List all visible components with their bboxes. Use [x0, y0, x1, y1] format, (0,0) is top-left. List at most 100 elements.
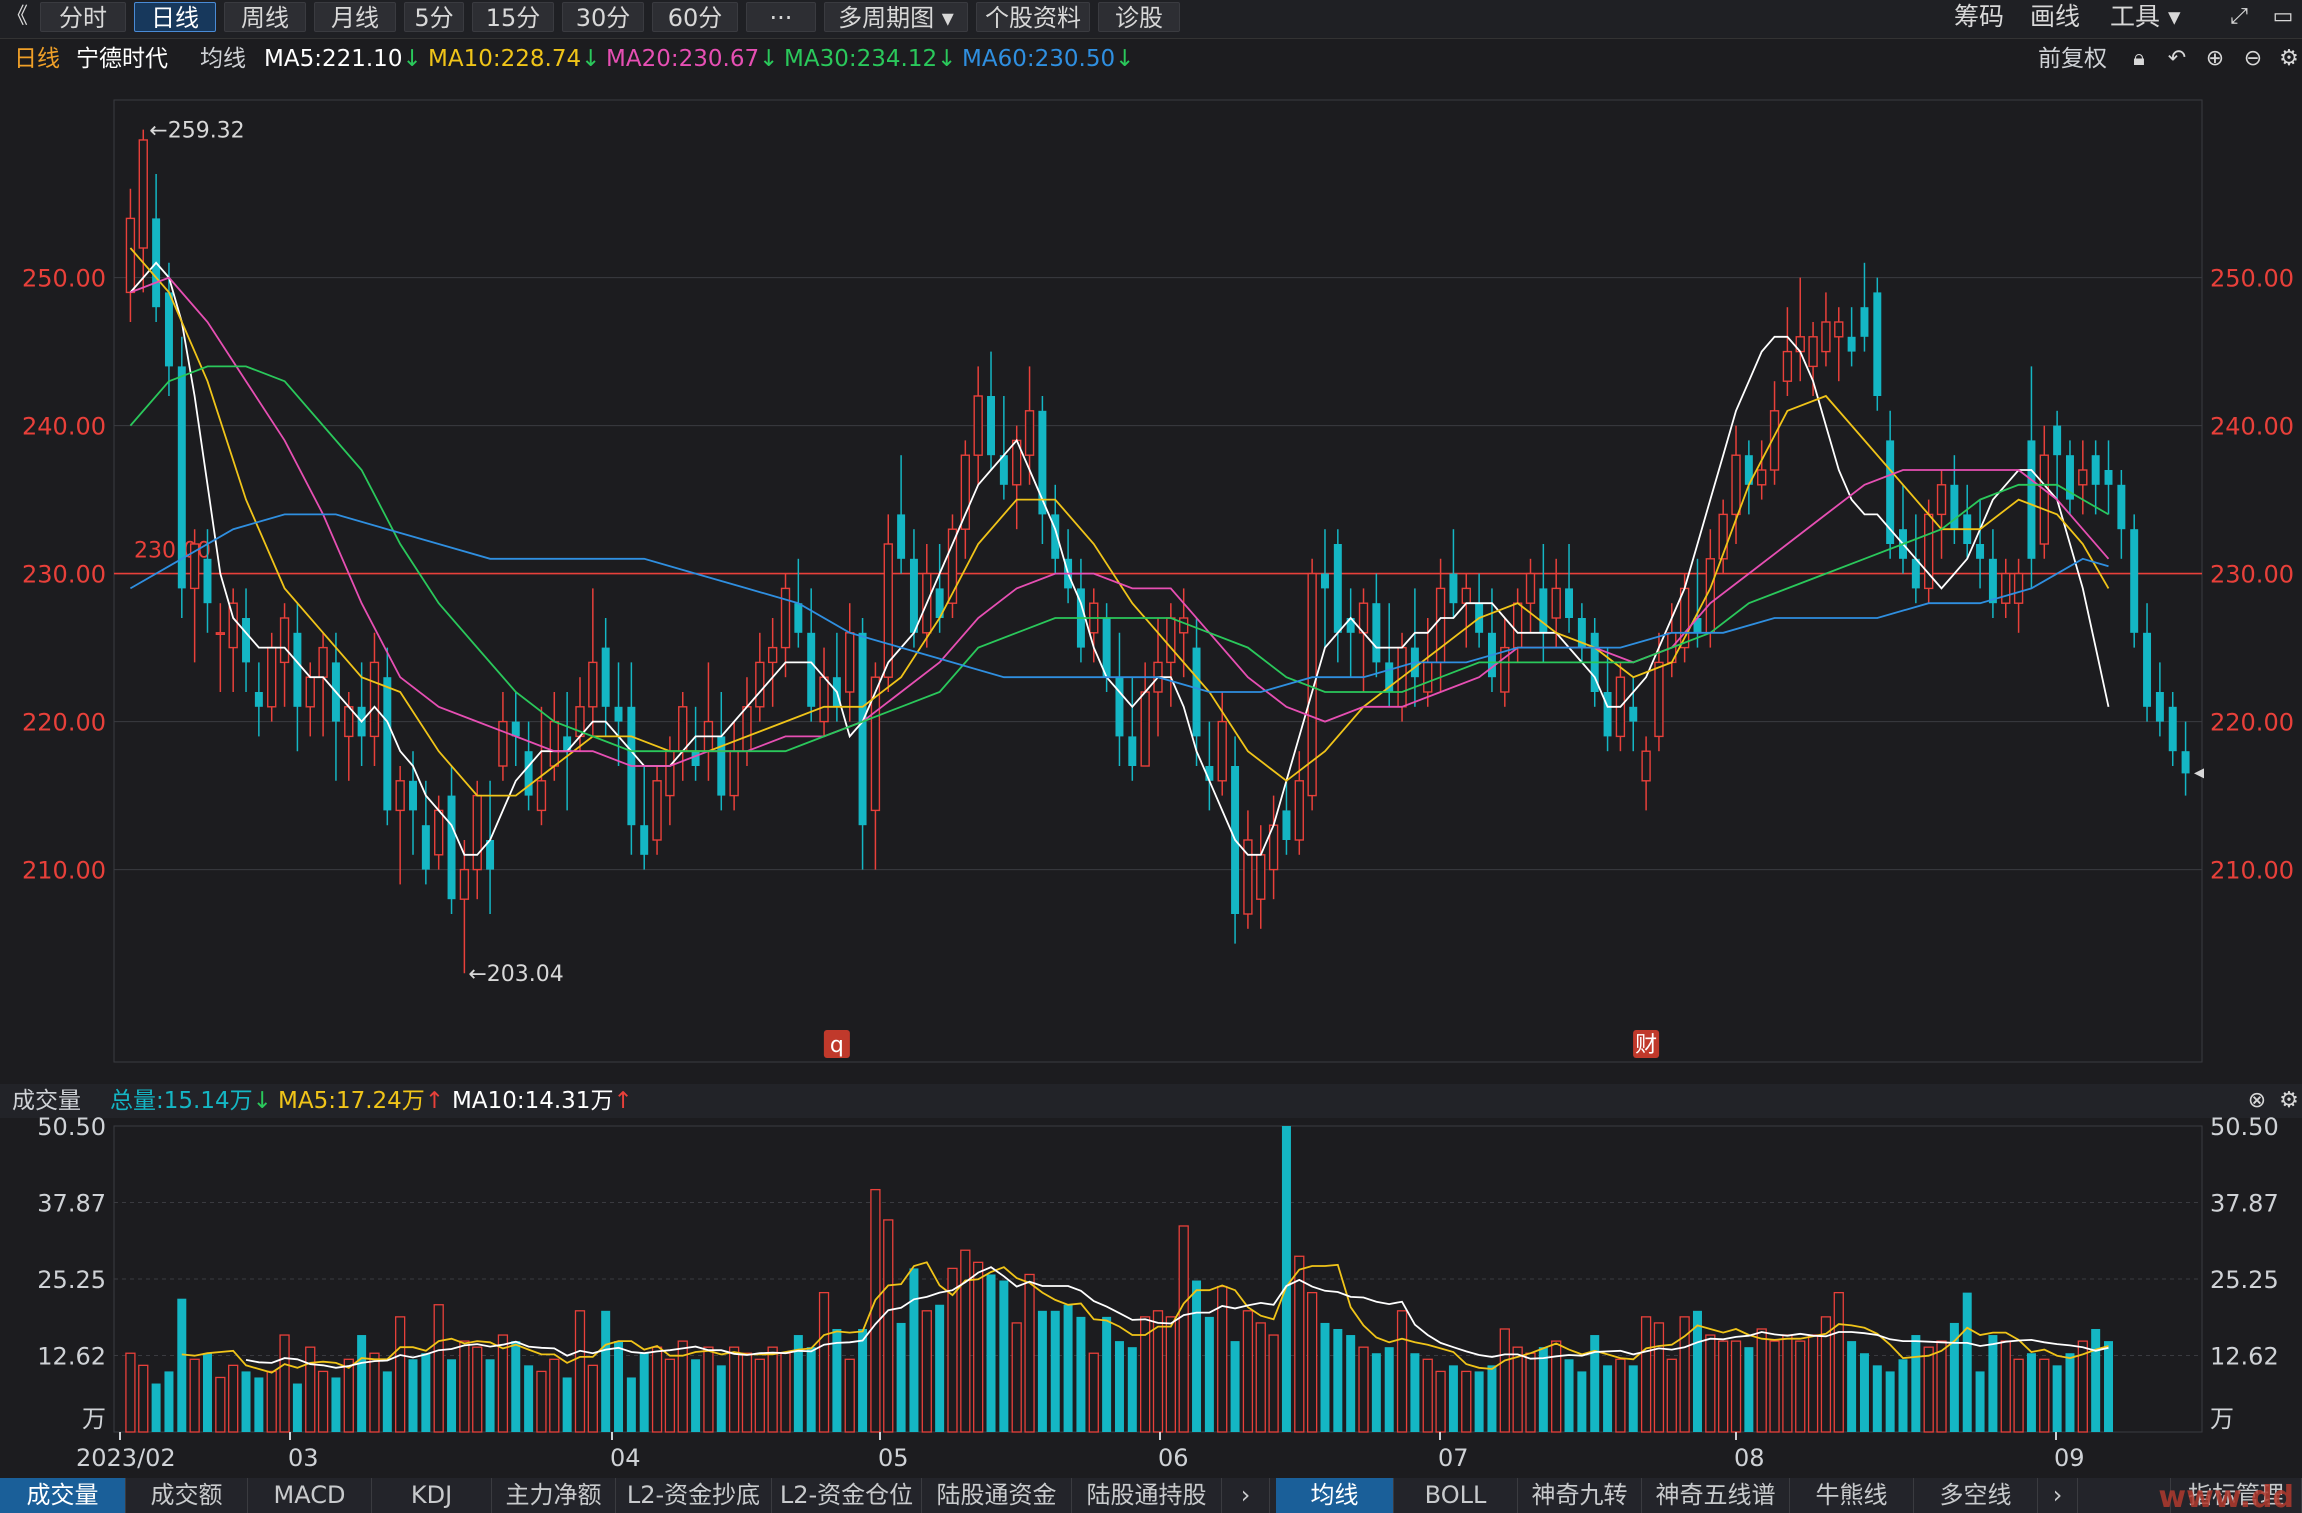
stock-profile-button[interactable]: 个股资料 [976, 2, 1090, 32]
volume-bar [1448, 1365, 1458, 1432]
candle-body [678, 706, 688, 752]
tab-hk-connect-funds[interactable]: 陆股通资金 [922, 1478, 1072, 1513]
x-tick-label: 08 [1734, 1444, 1765, 1472]
multi-period-dropdown[interactable]: 多周期图 ▾ [824, 2, 968, 32]
tab-zhouxian[interactable]: 周线 [224, 2, 306, 32]
volume-bar [1192, 1280, 1202, 1432]
volume-bar [1679, 1316, 1690, 1433]
volume-bar [1384, 1347, 1394, 1432]
volume-bar [793, 1335, 803, 1432]
candle-body [883, 543, 893, 678]
adjust-mode[interactable]: 前复权 [2038, 46, 2107, 72]
volume-title: 成交量 [12, 1088, 81, 1114]
tools-dropdown[interactable]: 工具 ▾ [2110, 2, 2181, 31]
volume-bar [2104, 1341, 2114, 1432]
candle-body [755, 661, 765, 708]
candle-body [305, 676, 315, 708]
tab-30fen[interactable]: 30分 [562, 2, 644, 32]
candle-body [279, 617, 290, 664]
diagnose-button[interactable]: 诊股 [1098, 2, 1180, 32]
candle-body [1603, 692, 1612, 737]
tab-bull-bear[interactable]: 牛熊线 [1790, 1478, 1914, 1513]
tab-yuexian[interactable]: 月线 [314, 2, 396, 32]
chip-button[interactable]: 筹码 [1954, 2, 2005, 31]
volume-header-bar [0, 1084, 2302, 1118]
tabs-right-next-icon[interactable]: › [2038, 1478, 2078, 1513]
ma5-line [129, 261, 2110, 856]
indicator-manage-button[interactable]: 指标管理 [2170, 1478, 2302, 1513]
zoom-out-icon[interactable]: ⊖ [2243, 46, 2263, 71]
chart-canvas[interactable]: 250.00 250.00 240.00 240.00 230.00 230.00 220.… [0, 0, 2302, 1478]
tab-l2-bottom[interactable]: L2-资金抄底 [616, 1478, 772, 1513]
volume-bar [138, 1364, 149, 1433]
candle-body [1769, 410, 1780, 471]
candle-body [909, 558, 918, 633]
candle-body [1565, 588, 1574, 618]
volume-bar [1769, 1340, 1780, 1433]
volume-bar [1102, 1316, 1112, 1432]
volume-settings-icon[interactable]: ⚙ [2279, 1088, 2299, 1113]
tab-fenshi[interactable]: 分时 [40, 2, 126, 32]
volume-bar [1306, 1291, 1318, 1433]
tab-kdj[interactable]: KDJ [372, 1478, 492, 1513]
volume-bar [999, 1280, 1009, 1432]
volume-bar [1859, 1353, 1869, 1432]
collapse-left-icon[interactable]: 《 [5, 4, 28, 29]
tab-main-net[interactable]: 主力净额 [492, 1478, 616, 1513]
volume-bar [1666, 1358, 1677, 1433]
volume-bar [1538, 1347, 1548, 1432]
candle-body [1449, 573, 1458, 604]
volume-bar [973, 1261, 984, 1433]
ma-label[interactable]: 均线 [200, 46, 246, 72]
close-icon[interactable]: ⊗ [2247, 1088, 2267, 1113]
tab-hk-connect-holdings[interactable]: 陆股通持股 [1072, 1478, 1222, 1513]
volume-bar [472, 1346, 483, 1433]
draw-button[interactable]: 画线 [2030, 2, 2081, 31]
tab-magic-five[interactable]: 神奇五线谱 [1642, 1478, 1790, 1513]
candle-body [1886, 440, 1895, 544]
indicator-tabs: 成交量 成交额 MACD KDJ 主力净额 L2-资金抄底 L2-资金仓位 陆股… [0, 1478, 2302, 1513]
tab-ma[interactable]: 均线 [1276, 1478, 1394, 1513]
fullscreen-icon[interactable]: ⤢ [2230, 4, 2248, 29]
volume-bar [1705, 1334, 1716, 1433]
tab-long-short[interactable]: 多空线 [1914, 1478, 2038, 1513]
tabs-next-icon[interactable]: › [1222, 1478, 1270, 1513]
candle-body [563, 736, 572, 752]
candle-body [870, 676, 881, 812]
tab-60fen[interactable]: 60分 [652, 2, 738, 32]
event-marker-text: q [830, 1033, 844, 1058]
tab-turnover[interactable]: 成交额 [126, 1478, 248, 1513]
more-periods-button[interactable]: ··· [746, 2, 816, 32]
lock-icon[interactable]: 🔒︎ [2133, 46, 2145, 71]
tab-rixian[interactable]: 日线 [134, 2, 216, 32]
tab-5fen[interactable]: 5分 [404, 2, 464, 32]
tab-15fen[interactable]: 15分 [472, 2, 554, 32]
settings-icon[interactable]: ⚙ [2279, 46, 2299, 71]
x-tick-label: 04 [610, 1444, 641, 1472]
volume-bar [767, 1346, 778, 1433]
volume-bar [1988, 1335, 1998, 1432]
volume-tick-left: 万 [82, 1405, 106, 1433]
tab-macd[interactable]: MACD [248, 1478, 372, 1513]
tab-boll[interactable]: BOLL [1394, 1478, 1518, 1513]
volume-bar [562, 1377, 572, 1432]
candle-body [395, 780, 405, 812]
candle-body [1873, 292, 1882, 396]
candle-body [1654, 661, 1664, 738]
volume-bar [1551, 1340, 1562, 1433]
ma5-legend: MA5:221.10↓ [264, 46, 422, 72]
tab-volume[interactable]: 成交量 [0, 1478, 126, 1513]
candle-body [486, 840, 495, 870]
volume-bar [1744, 1347, 1754, 1432]
ma30-legend: MA30:234.12↓ [784, 46, 957, 72]
volume-bar [818, 1291, 830, 1433]
candle-body [254, 692, 263, 707]
tab-l2-position[interactable]: L2-资金仓位 [772, 1478, 922, 1513]
volume-bar [1898, 1359, 1908, 1432]
zoom-in-icon[interactable]: ⊕ [2205, 46, 2225, 71]
undo-icon[interactable]: ↶ [2167, 46, 2187, 71]
window-icon[interactable]: ▭ [2272, 4, 2294, 29]
candle-body [1024, 410, 1035, 456]
tab-magic-nine[interactable]: 神奇九转 [1518, 1478, 1642, 1513]
price-tick-right: 210.00 [2210, 857, 2294, 885]
